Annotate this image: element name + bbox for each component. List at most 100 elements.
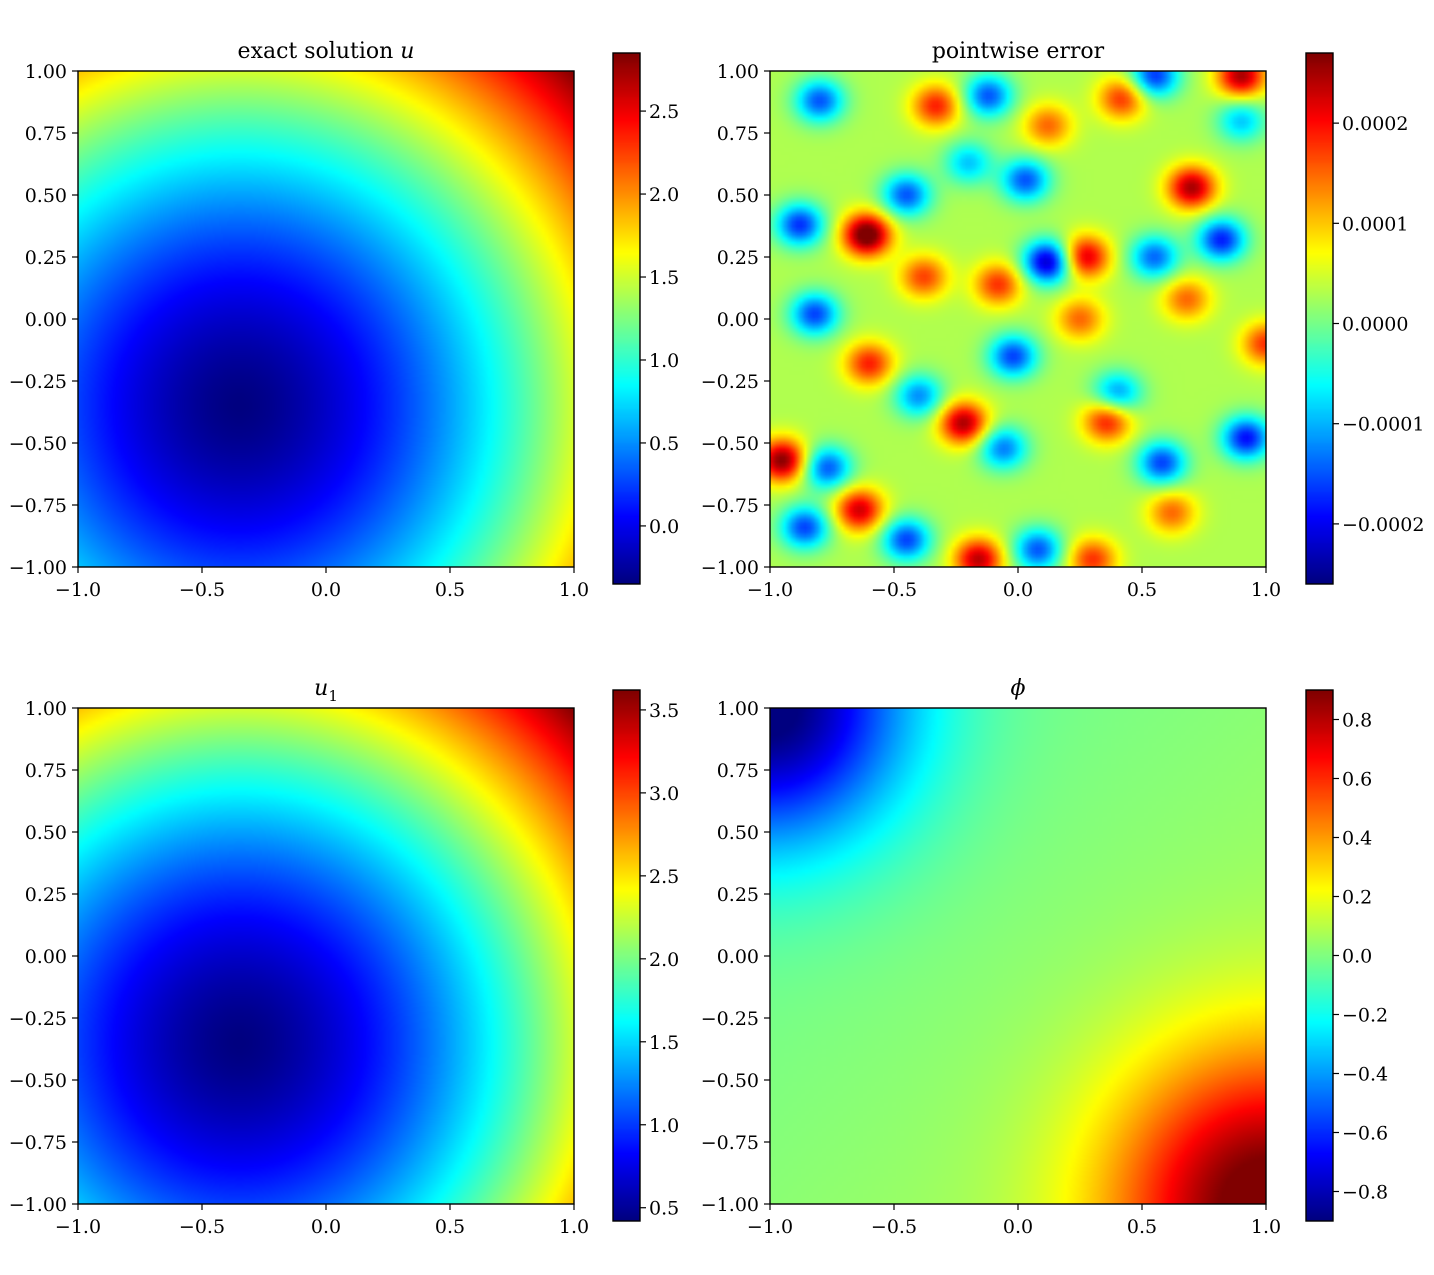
x-tick-label: 0.0 [311,579,341,601]
colorbar-tick-label: 0.0 [1342,946,1372,968]
heatmap-image [78,71,574,567]
colorbar-tick-label: 3.5 [649,700,679,722]
y-tick-label: 0.25 [717,247,759,269]
y-tick-label: −0.75 [701,495,759,517]
colorbar-tick-label: 0.0000 [1342,314,1408,336]
colorbar-gradient [1306,690,1333,1221]
y-tick-label: 1.00 [717,61,759,83]
colorbar-tick-label: −0.2 [1342,1005,1388,1027]
x-tick-label: 0.0 [1003,1216,1033,1238]
subplot-title-symbol: ϕ [1011,676,1026,701]
colorbar-tick-label: 0.4 [1342,828,1372,850]
colorbar-tick-label: 0.5 [649,433,679,455]
colorbar-gradient [613,53,640,584]
colorbar-tick-label: 0.5 [649,1198,679,1220]
colorbar-tick-label: −0.0002 [1342,514,1424,536]
colorbar-tick-label: −0.0001 [1342,414,1424,436]
y-tick-label: 1.00 [25,698,67,720]
subplot-1: exact solution u −1.0 −0.5 0.0 0.5 1.0 1.00 0.7… [9,39,679,601]
y-tick-label: −1.00 [9,557,67,579]
y-tick-label: 0.50 [717,822,759,844]
subplot-title-subscript: 1 [328,687,338,705]
y-tick-label: −0.25 [701,1008,759,1030]
colorbar-tick-label: 0.0002 [1342,113,1408,135]
y-tick-label: −1.00 [701,557,759,579]
x-tick-label: 0.5 [1127,579,1157,601]
colorbar-tick-label: 0.0001 [1342,213,1408,235]
subplot-title: ϕ [1011,676,1026,701]
colorbar-tick-label: 1.0 [649,1115,679,1137]
colorbar-tick-label: 0.0 [649,516,679,538]
colorbar-frame [612,52,641,585]
subplot-2: pointwise error −1.0 −0.5 0.0 0.5 1.0 1.00 0.75… [701,39,1425,601]
colorbar-tick-label: 0.6 [1342,769,1372,791]
y-tick-label: −0.50 [701,433,759,455]
y-tick-label: 0.00 [25,309,67,331]
x-tick-label: −1.0 [747,579,793,601]
y-tick-label: 1.00 [25,61,67,83]
subplot-3: u1 −1.0 −0.5 0.0 0.5 1.0 1.00 0.75 0.50 0.25 0.00 −… [9,676,679,1238]
colorbar-tick-label: −0.8 [1342,1182,1388,1204]
colorbar-tick-label: 1.0 [649,350,679,372]
x-tick-label: 0.5 [435,1216,465,1238]
x-tick-label: 1.0 [1251,1216,1281,1238]
x-tick-label: −0.5 [179,579,225,601]
subplot-title-symbol: u [314,676,328,701]
x-tick-label: 0.0 [311,1216,341,1238]
y-tick-label: −0.25 [701,371,759,393]
y-tick-label: 1.00 [717,698,759,720]
colorbar-tick-label: 2.5 [649,101,679,123]
x-tick-label: −1.0 [747,1216,793,1238]
subplot-title: u1 [314,676,338,705]
y-tick-label: −0.75 [9,1132,67,1154]
x-tick-label: −0.5 [871,579,917,601]
y-tick-label: −0.25 [9,1008,67,1030]
y-tick-label: −1.00 [9,1194,67,1216]
subplot-title-symbol: u [400,39,414,64]
y-tick-label: 0.75 [717,760,759,782]
y-tick-label: −0.50 [9,1070,67,1092]
y-tick-label: 0.00 [717,309,759,331]
colorbar-tick-label: 1.5 [649,1032,679,1054]
subplot-title: pointwise error [932,39,1105,64]
colorbar-tick-label: 2.0 [649,184,679,206]
x-tick-label: 1.0 [559,1216,589,1238]
x-tick-label: −1.0 [55,1216,101,1238]
x-tick-label: 0.5 [435,579,465,601]
y-tick-label: 0.50 [717,185,759,207]
x-tick-label: 1.0 [559,579,589,601]
colorbar-tick-label: 2.0 [649,949,679,971]
colorbar-gradient [1306,53,1333,584]
subplot-4: ϕ −1.0 −0.5 0.0 0.5 1.0 1.00 0.75 0.50 0.25 0.00 −0… [701,676,1388,1238]
y-tick-label: 0.25 [717,884,759,906]
heatmap-image [78,708,574,1204]
subplot-title: exact solution u [238,39,415,64]
y-tick-label: −0.75 [701,1132,759,1154]
y-tick-label: 0.25 [25,247,67,269]
y-tick-label: −0.50 [9,433,67,455]
colorbar-tick-label: 2.5 [649,866,679,888]
y-tick-label: 0.75 [717,123,759,145]
subplot-title-text: exact solution [238,39,401,64]
y-tick-label: 0.50 [25,822,67,844]
colorbar-tick-label: 1.5 [649,267,679,289]
colorbar-tick-label: −0.4 [1342,1064,1388,1086]
x-tick-label: 0.5 [1127,1216,1157,1238]
x-tick-label: 0.0 [1003,579,1033,601]
colorbar-frame [612,689,641,1222]
y-tick-label: −0.25 [9,371,67,393]
subplot-title-text: pointwise error [932,39,1105,64]
y-tick-label: 0.00 [25,946,67,968]
colorbar-tick-label: −0.6 [1342,1123,1388,1145]
y-tick-label: 0.00 [717,946,759,968]
colorbar-tick-label: 0.2 [1342,887,1372,909]
colorbar-frame [1305,52,1334,585]
x-tick-label: 1.0 [1251,579,1281,601]
heatmap-image [770,71,1266,567]
y-tick-label: 0.50 [25,185,67,207]
x-tick-label: −0.5 [179,1216,225,1238]
y-tick-label: 0.75 [25,760,67,782]
y-tick-label: −0.50 [701,1070,759,1092]
y-tick-label: 0.75 [25,123,67,145]
